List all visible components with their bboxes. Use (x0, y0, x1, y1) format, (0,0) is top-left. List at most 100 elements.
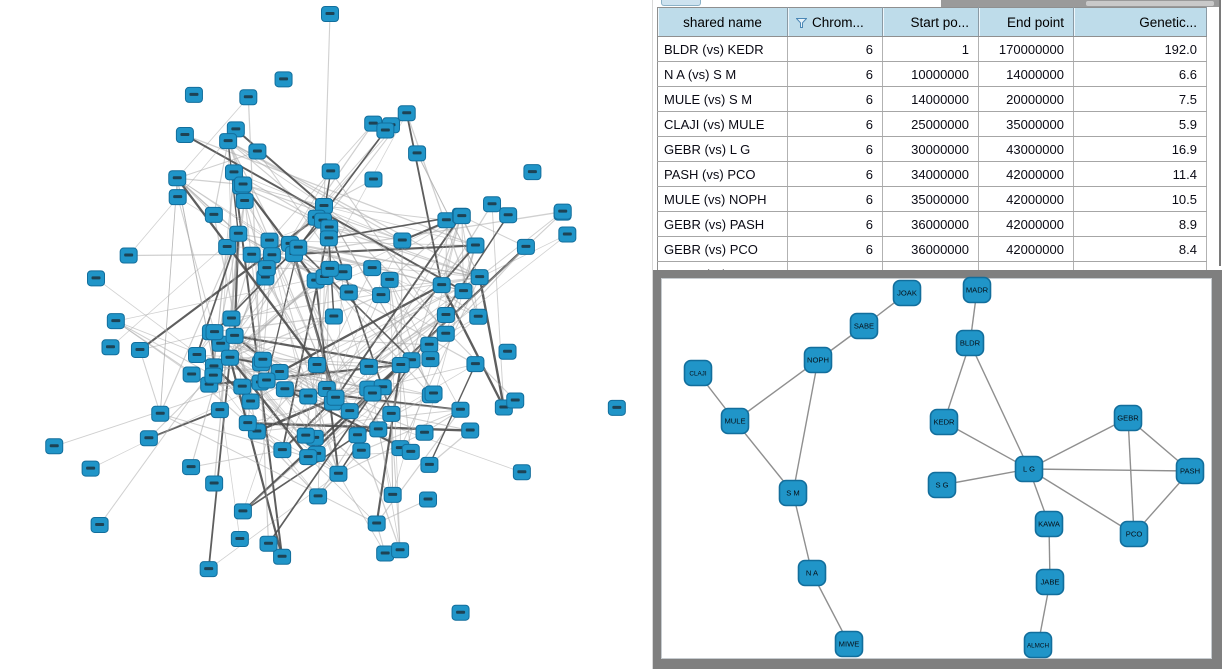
overview-node[interactable] (523, 164, 542, 181)
horizontal-scrollbar-track[interactable] (941, 0, 1221, 7)
overview-node[interactable] (168, 170, 187, 187)
overview-node[interactable] (274, 71, 293, 88)
overview-node[interactable] (420, 336, 439, 353)
overview-node[interactable] (188, 347, 207, 364)
table-cell[interactable]: 10000000 (882, 61, 979, 87)
overview-node[interactable] (308, 356, 327, 373)
overview-node[interactable] (329, 465, 348, 482)
overview-node[interactable] (397, 105, 416, 122)
table-cell[interactable]: 192.0 (1073, 36, 1207, 62)
overview-node[interactable] (273, 442, 292, 459)
table-cell[interactable]: 6 (787, 86, 883, 112)
overview-node[interactable] (234, 176, 253, 193)
overview-node[interactable] (380, 271, 399, 288)
overview-node[interactable] (326, 389, 345, 406)
detail-node-gebr[interactable]: GEBR (1113, 404, 1143, 432)
overview-node[interactable] (419, 491, 438, 508)
table-cell[interactable]: 14000000 (978, 61, 1074, 87)
detail-node-jabe[interactable]: JABE (1035, 568, 1065, 596)
table-cell[interactable]: 42000000 (978, 211, 1074, 237)
table-cell[interactable]: 42000000 (978, 161, 1074, 187)
overview-node[interactable] (376, 122, 395, 139)
overview-node[interactable] (101, 339, 120, 356)
overview-node[interactable] (224, 164, 243, 181)
table-cell[interactable]: 8.9 (1073, 211, 1207, 237)
overview-node[interactable] (321, 163, 340, 180)
overview-node[interactable] (205, 475, 224, 492)
table-cell[interactable]: 35000000 (978, 111, 1074, 137)
table-cell[interactable]: 6 (787, 136, 883, 162)
column-header-shared-name[interactable]: shared name (657, 7, 788, 37)
overview-node[interactable] (391, 542, 410, 559)
detail-node-sabe[interactable]: SABE (849, 312, 879, 340)
overview-node[interactable] (139, 430, 158, 447)
overview-node[interactable] (466, 356, 485, 373)
detail-node-claji[interactable]: CLAJI (683, 359, 713, 387)
table-cell[interactable]: 36000000 (882, 236, 979, 262)
overview-node[interactable] (452, 208, 471, 225)
overview-node[interactable] (204, 206, 223, 223)
overview-node[interactable] (466, 237, 485, 254)
table-cell[interactable]: 36000000 (882, 211, 979, 237)
detail-node-bldr[interactable]: BLDR (955, 329, 985, 357)
overview-node[interactable] (199, 561, 218, 578)
overview-node[interactable] (372, 287, 391, 304)
overview-node[interactable] (506, 392, 525, 409)
table-cell[interactable]: 25000000 (882, 111, 979, 137)
overview-node[interactable] (516, 238, 535, 255)
table-cell[interactable]: CLAJI (vs) MULE (657, 111, 788, 137)
overview-node[interactable] (182, 459, 201, 476)
overview-node[interactable] (242, 246, 261, 263)
column-header-start-point[interactable]: Start po... (882, 7, 979, 37)
table-cell[interactable]: 10.5 (1073, 186, 1207, 212)
overview-node[interactable] (436, 306, 455, 323)
overview-node[interactable] (233, 503, 252, 520)
detail-node-kawa[interactable]: KAWA (1034, 510, 1064, 538)
overview-node[interactable] (369, 421, 388, 438)
overview-node[interactable] (348, 427, 367, 444)
overview-node[interactable] (222, 310, 241, 327)
overview-node[interactable] (383, 486, 402, 503)
overview-node[interactable] (558, 226, 577, 243)
table-cell[interactable]: MULE (vs) NOPH (657, 186, 788, 212)
overview-node[interactable] (248, 143, 267, 160)
overview-node[interactable] (239, 89, 258, 106)
overview-node[interactable] (130, 341, 149, 358)
overview-node[interactable] (421, 351, 440, 368)
table-cell[interactable]: N A (vs) S M (657, 61, 788, 87)
overview-node[interactable] (225, 327, 244, 344)
filter-icon[interactable] (795, 17, 808, 28)
overview-node[interactable] (324, 308, 343, 325)
table-row[interactable]: CLAJI (vs) MULE 6 25000000 35000000 5.9 (657, 111, 1207, 137)
overview-node[interactable] (119, 247, 138, 264)
overview-node[interactable] (420, 456, 439, 473)
overview-node[interactable] (352, 442, 371, 459)
detail-node-noph[interactable]: NOPH (803, 346, 833, 374)
overview-node[interactable] (226, 121, 245, 138)
overview-node[interactable] (321, 6, 339, 22)
table-cell[interactable]: 30000000 (882, 136, 979, 162)
table-cell[interactable]: 14000000 (882, 86, 979, 112)
column-header-end-point[interactable]: End point (978, 7, 1074, 37)
table-cell[interactable]: PASH (vs) PCO (657, 161, 788, 187)
table-cell[interactable]: 5.9 (1073, 111, 1207, 137)
table-cell[interactable]: 170000000 (978, 36, 1074, 62)
table-cell[interactable]: 8.4 (1073, 236, 1207, 262)
overview-node[interactable] (382, 405, 401, 422)
overview-node[interactable] (483, 196, 502, 213)
overview-node[interactable] (45, 438, 64, 455)
table-cell[interactable]: GEBR (vs) PASH (657, 211, 788, 237)
table-row[interactable]: GEBR (vs) L G 6 30000000 43000000 16.9 (657, 136, 1207, 162)
detail-node-s-g[interactable]: S G (927, 471, 957, 499)
overview-node[interactable] (393, 232, 412, 249)
table-cell[interactable]: 42000000 (978, 236, 1074, 262)
column-header-genetic[interactable]: Genetic... (1073, 7, 1207, 37)
overview-node[interactable] (363, 260, 382, 277)
overview-node[interactable] (451, 401, 470, 418)
table-cell[interactable]: 34000000 (882, 161, 979, 187)
detail-node-mule[interactable]: MULE (720, 407, 750, 435)
overview-node[interactable] (220, 349, 239, 366)
overview-node[interactable] (432, 277, 451, 294)
table-row[interactable]: N A (vs) S M 6 10000000 14000000 6.6 (657, 61, 1207, 87)
overview-node[interactable] (229, 225, 248, 242)
